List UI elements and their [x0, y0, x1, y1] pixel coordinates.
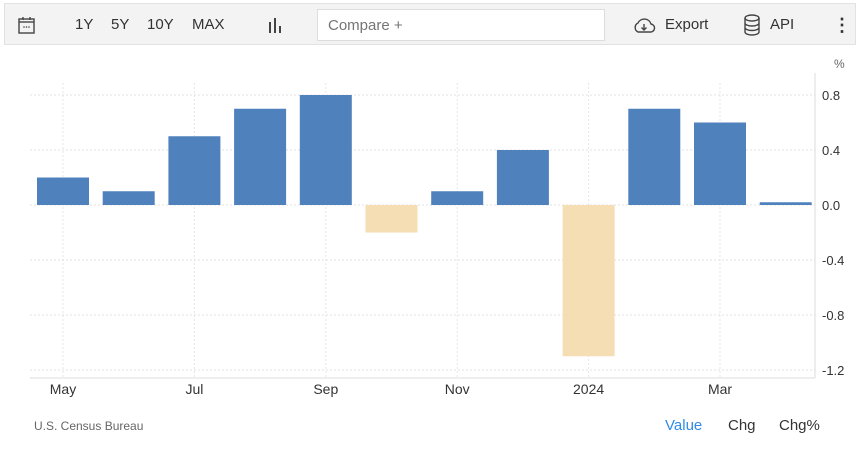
more-menu-icon[interactable]: ⋮ — [833, 15, 851, 35]
x-tick-label: Jul — [185, 381, 203, 397]
range-1y-button[interactable]: 1Y — [75, 16, 94, 33]
range-10y-button[interactable]: 10Y — [147, 16, 174, 33]
bar-feb — [628, 108, 681, 205]
cloud-download-icon — [634, 18, 656, 33]
y-tick-label: -0.4 — [822, 253, 844, 268]
x-tick-label: 2024 — [573, 381, 604, 397]
x-tick-label: Nov — [445, 381, 470, 397]
bar-apr — [759, 202, 812, 205]
bar-nov — [431, 191, 484, 205]
bar-mar — [694, 122, 746, 205]
bar-jul — [168, 136, 221, 205]
bar-may — [37, 177, 89, 205]
x-tick-label: May — [50, 381, 76, 397]
range-5y-button[interactable]: 5Y — [111, 16, 130, 33]
y-tick-label: 0.8 — [822, 88, 840, 103]
y-tick-label: 0.4 — [822, 143, 840, 158]
api-button[interactable]: API — [743, 4, 794, 46]
tab-chg-percent[interactable]: Chg% — [779, 417, 820, 434]
tab-value[interactable]: Value — [665, 417, 703, 434]
compare-input[interactable] — [317, 9, 605, 41]
source-label: U.S. Census Bureau — [34, 419, 144, 433]
x-tick-label: Mar — [708, 381, 732, 397]
range-max-button[interactable]: MAX — [192, 16, 225, 33]
y-tick-label: -1.2 — [822, 363, 844, 378]
bar-dec — [496, 150, 549, 205]
y-tick-label: 0.0 — [822, 198, 840, 213]
tab-chg[interactable]: Chg — [728, 417, 756, 434]
toolbar: 1Y 5Y 10Y MAX Export API ⋮ — [4, 3, 856, 45]
export-button[interactable]: Export — [632, 4, 708, 46]
bar-jun — [102, 191, 155, 205]
bar-aug — [234, 108, 287, 205]
bar-2024 — [562, 205, 615, 357]
y-tick-label: -0.8 — [822, 308, 844, 323]
y-unit-label: % — [834, 57, 845, 71]
bar-oct — [365, 205, 418, 233]
api-label: API — [770, 16, 795, 33]
bar-sep — [299, 95, 352, 205]
x-tick-label: Sep — [313, 381, 338, 397]
export-label: Export — [665, 16, 709, 33]
database-icon — [744, 14, 760, 36]
